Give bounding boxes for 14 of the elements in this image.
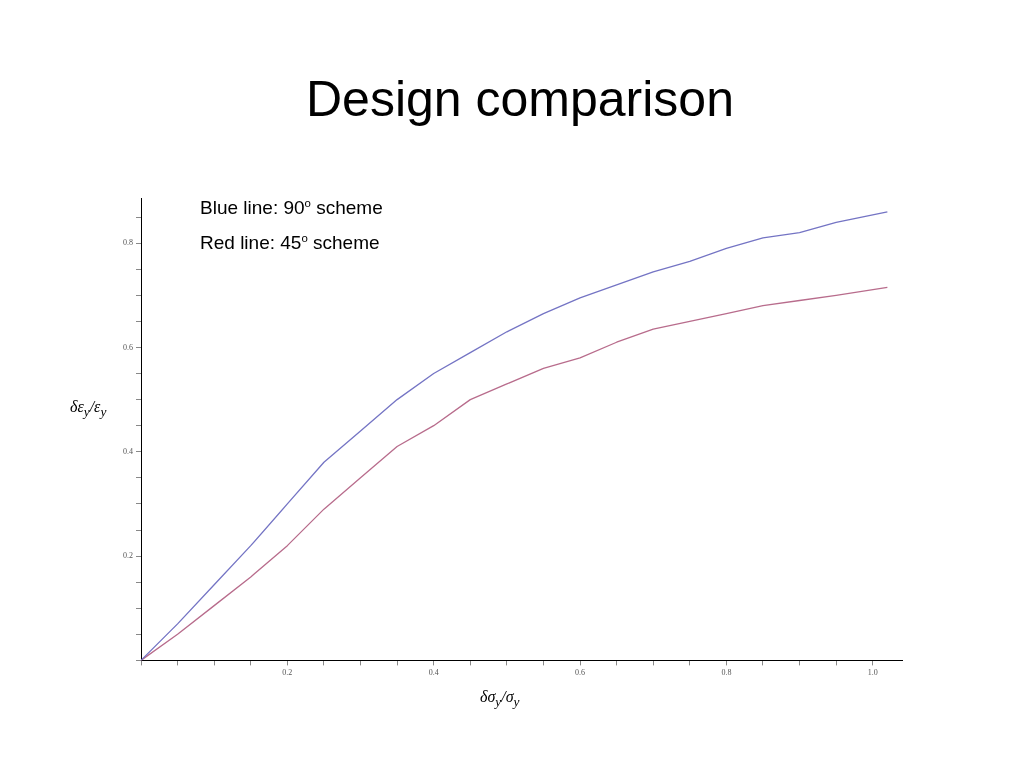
y-axis-title: δε$_{y}$/ε$_{y}$ (70, 398, 107, 421)
annotation: Red line: 45$^{o}$ scheme (200, 231, 381, 256)
y-tick-label: 0.2 (123, 551, 133, 561)
y-tick-label: 0.4 (123, 446, 133, 456)
x-tick-label: 0.2 (282, 668, 293, 678)
y-tick-label: 0.8 (123, 238, 133, 248)
y-tick-label: 0.6 (123, 342, 133, 352)
x-tick-label: 0.6 (575, 668, 586, 678)
x-tick-label: 0.8 (721, 668, 732, 678)
annotation: Blue line: 90$^{o}$ scheme (200, 196, 383, 221)
x-axis-title: δσ$_{y}$/σ$_{y}$ (480, 688, 520, 711)
chart-title: Design comparison (305, 70, 735, 128)
x-tick-label: 0.4 (428, 668, 439, 678)
x-tick-label: 1.0 (867, 668, 878, 678)
